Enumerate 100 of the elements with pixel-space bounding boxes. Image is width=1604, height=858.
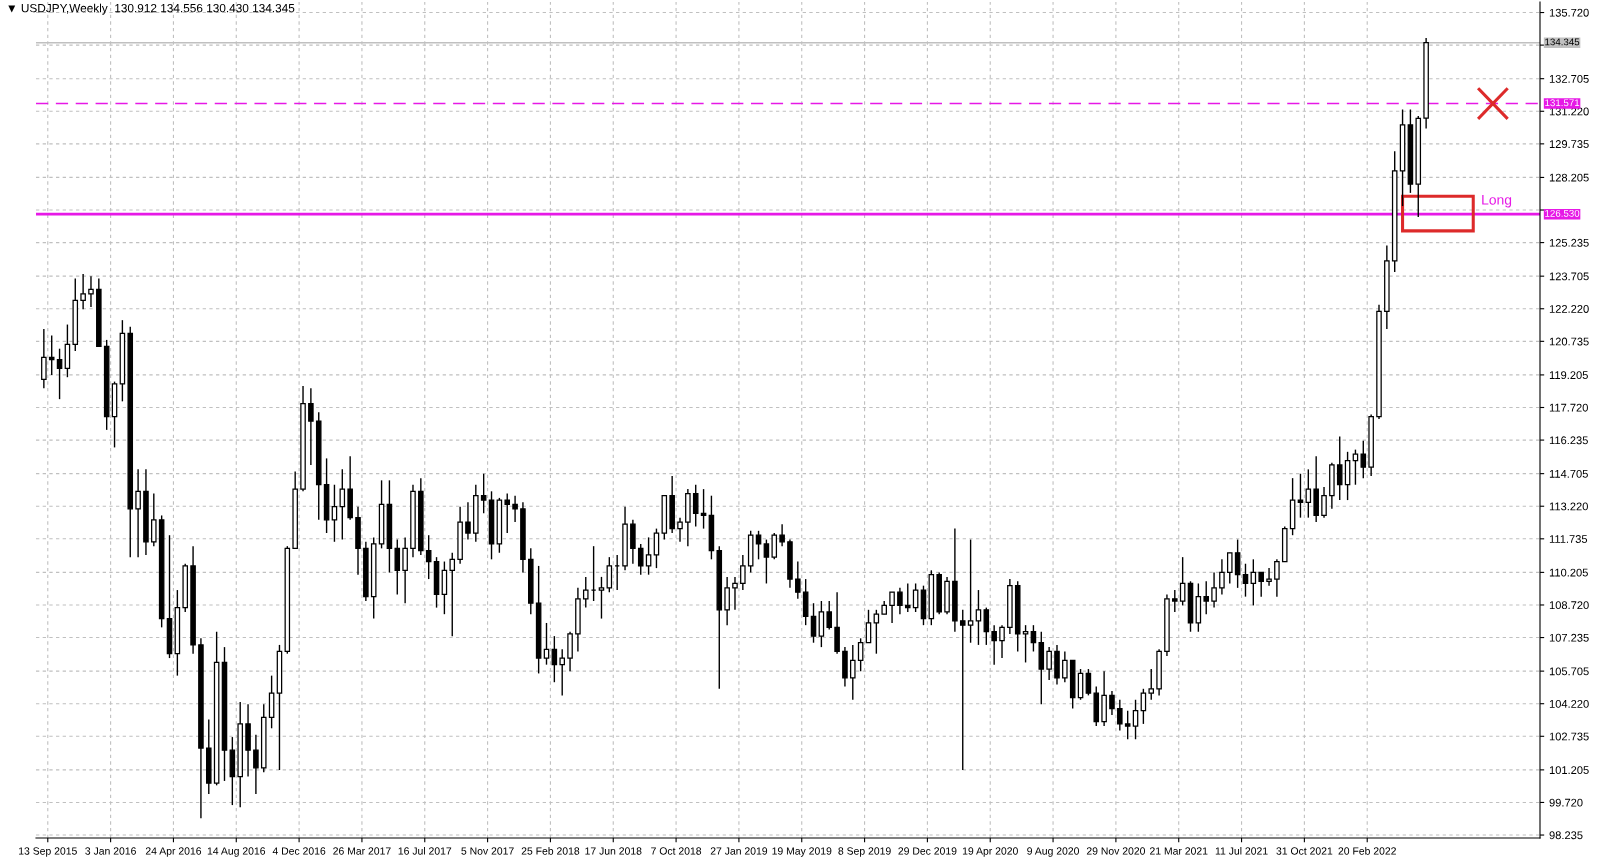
ref-line-label: 131.571	[1545, 99, 1580, 107]
candlestick	[889, 591, 895, 624]
candlestick	[425, 534, 432, 580]
y-tick-label: 131.220	[1549, 107, 1589, 116]
candlestick	[857, 637, 864, 672]
x-tick-label: 4 Dec 2016	[272, 847, 326, 855]
candlestick	[1179, 556, 1186, 607]
candlestick	[983, 606, 990, 646]
y-tick-label: 108.720	[1549, 601, 1589, 610]
candlestick	[1321, 486, 1327, 519]
candlestick	[724, 576, 730, 626]
candlestick	[449, 552, 456, 637]
x-tick-label: 20 Feb 2022	[1338, 847, 1396, 855]
candlestick	[912, 582, 919, 613]
x-tick-label: 29 Dec 2019	[898, 847, 957, 855]
y-tick-label: 123.705	[1549, 272, 1589, 281]
candlestick	[637, 543, 644, 576]
y-tick-label: 113.220	[1549, 502, 1588, 511]
candlestick	[480, 473, 487, 514]
candlestick	[1274, 558, 1280, 598]
y-tick-label: 111.735	[1549, 535, 1588, 543]
candlestick	[41, 328, 47, 389]
y-tick-label: 102.735	[1549, 732, 1589, 741]
x-tick-label: 14 Aug 2016	[207, 847, 266, 857]
candlestick	[991, 624, 997, 666]
candlestick	[1022, 624, 1029, 664]
candlestick	[1203, 580, 1209, 615]
x-tick-label: 11 Jul 2021	[1215, 847, 1268, 855]
x-tick-label: 16 Jul 2017	[398, 847, 452, 855]
candlestick	[559, 648, 565, 697]
x-tick-label: 9 Aug 2020	[1027, 847, 1080, 857]
x-tick-label: 19 Apr 2020	[962, 847, 1018, 857]
candlestick	[465, 501, 471, 541]
candlestick	[999, 624, 1005, 659]
candlestick	[975, 589, 982, 646]
candlestick	[1336, 435, 1343, 501]
candlestick	[1219, 558, 1225, 596]
candlestick	[1109, 690, 1115, 716]
candlestick	[56, 347, 63, 400]
x-tick-label: 31 Oct 2021	[1276, 847, 1333, 855]
candlestick	[1242, 563, 1249, 598]
candlestick	[1234, 538, 1241, 589]
candlestick	[653, 527, 660, 569]
y-tick-label: 120.735	[1549, 337, 1589, 346]
candlestick	[402, 536, 408, 604]
candlestick	[1352, 448, 1359, 486]
y-tick-label: 99.720	[1549, 798, 1583, 807]
y-tick-label: 116.235	[1549, 436, 1588, 445]
candlestick	[1266, 567, 1272, 587]
candlestick	[740, 554, 746, 591]
candlestick	[339, 468, 346, 541]
candlestick	[677, 516, 683, 543]
candlestick	[80, 273, 86, 310]
y-tick-label: 132.705	[1549, 74, 1589, 83]
candlestick	[967, 538, 974, 644]
candlestick	[512, 495, 518, 523]
candlestick	[598, 576, 605, 620]
candlestick	[1250, 558, 1257, 607]
candlestick	[1297, 473, 1304, 519]
candlestick	[48, 334, 55, 376]
y-tick-label: 101.205	[1549, 766, 1589, 774]
candlestick	[308, 387, 314, 466]
x-tick-label: 25 Feb 2018	[521, 847, 580, 855]
ref-line-label: 134.345	[1545, 38, 1580, 46]
y-tick-label: 135.720	[1549, 8, 1589, 17]
candlestick	[810, 602, 817, 644]
candlestick	[755, 530, 762, 561]
candlestick	[826, 600, 833, 631]
candlestick	[763, 538, 770, 585]
ref-line-label: 126.530	[1545, 209, 1580, 217]
x-tick-label: 5 Nov 2017	[461, 847, 514, 855]
y-tick-label: 119.205	[1549, 371, 1588, 380]
candlestick	[959, 609, 966, 771]
y-tick-label: 105.705	[1549, 667, 1589, 676]
candlestick	[1148, 668, 1155, 701]
candlestick	[1085, 668, 1092, 697]
candlestick	[394, 538, 401, 596]
y-tick-label: 114.705	[1549, 469, 1588, 478]
x-tick-label: 8 Sep 2019	[838, 847, 891, 857]
x-tick-label: 13 Sep 2015	[19, 847, 77, 857]
candlestick	[1046, 646, 1052, 681]
candlestick	[779, 523, 785, 547]
candlestick	[771, 532, 778, 561]
candlestick	[897, 587, 903, 615]
x-tick-label: 19 May 2019	[772, 847, 832, 857]
x-tick-label: 26 Mar 2017	[333, 847, 391, 855]
candlestick	[253, 734, 259, 795]
candlestick	[645, 536, 652, 576]
x-tick-label: 3 Jan 2016	[85, 847, 136, 855]
candlestick	[1172, 589, 1178, 613]
y-tick-label: 110.205	[1549, 568, 1588, 577]
x-tick-label: 17 Jun 2018	[585, 847, 642, 855]
candlestick	[692, 484, 699, 528]
candlestick	[151, 492, 157, 547]
candlestick	[1132, 699, 1139, 740]
candlestick	[1062, 650, 1068, 683]
x-tick-label: 29 Nov 2020	[1086, 847, 1146, 855]
candlestick	[88, 275, 94, 308]
candlestick	[1360, 440, 1367, 479]
annotation: Long	[1482, 195, 1512, 208]
